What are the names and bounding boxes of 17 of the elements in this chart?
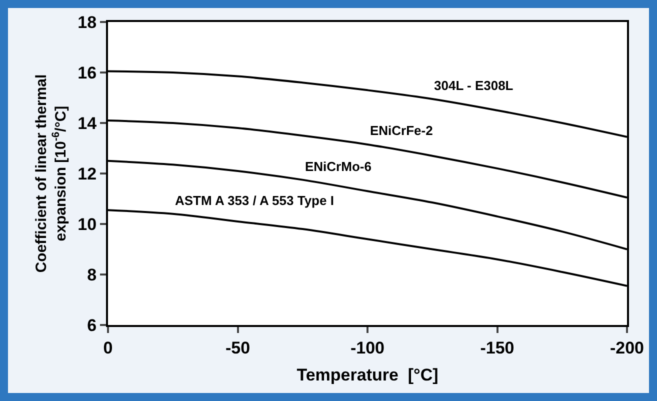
x-tick-label: 0 <box>103 338 113 358</box>
y-tick-label: 16 <box>78 63 97 82</box>
series-label: ENiCrMo-6 <box>305 159 372 174</box>
x-tick-label: -50 <box>225 338 250 358</box>
x-tick-label: -200 <box>610 338 644 358</box>
y-tick-label: 10 <box>78 214 97 234</box>
y-tick-label: 14 <box>78 114 98 133</box>
x-tick-label: -100 <box>350 338 385 358</box>
series-label: ASTM A 353 / A 553 Type I <box>175 193 334 208</box>
y-tick-label: 6 <box>87 316 97 335</box>
y-tick-label: 8 <box>87 265 97 284</box>
x-axis-title: Temperature [°C] <box>296 365 438 384</box>
y-tick-label: 12 <box>78 164 97 184</box>
x-tick-label: -150 <box>480 338 514 358</box>
series-label: ENiCrFe-2 <box>370 123 433 138</box>
y-tick-label: 18 <box>78 12 97 32</box>
series-label: 304L - E308L <box>434 78 514 93</box>
